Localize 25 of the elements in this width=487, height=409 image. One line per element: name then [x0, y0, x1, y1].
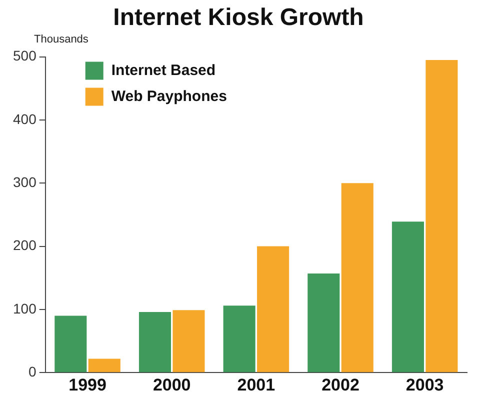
x-tick-label: 1999: [68, 375, 106, 394]
legend-label: Internet Based: [111, 62, 216, 79]
y-tick-label: 300: [13, 174, 37, 190]
x-tick-label: 2003: [406, 375, 444, 394]
legend-label: Web Payphones: [111, 88, 227, 105]
bar: [257, 246, 290, 372]
x-tick-label: 2000: [152, 375, 191, 394]
y-tick-label: 500: [13, 48, 37, 64]
bar: [426, 60, 458, 372]
y-tick-label: 400: [13, 110, 37, 127]
bar: [172, 310, 205, 372]
y-tick-label: 0: [28, 363, 37, 380]
bar: [138, 312, 172, 372]
y-axis-title: Thousands: [34, 33, 89, 46]
y-tick-label: 200: [13, 237, 37, 254]
y-tick-label: 100: [13, 300, 37, 316]
bar: [341, 183, 374, 372]
bar: [308, 273, 340, 372]
bar: [392, 222, 424, 372]
chart-title: Internet Kiosk Growth: [113, 4, 364, 32]
x-tick-label: 2001: [237, 375, 276, 394]
bar: [223, 306, 256, 372]
bar: [54, 316, 87, 372]
x-tick-label: 2002: [322, 375, 360, 394]
bar: [88, 358, 120, 372]
